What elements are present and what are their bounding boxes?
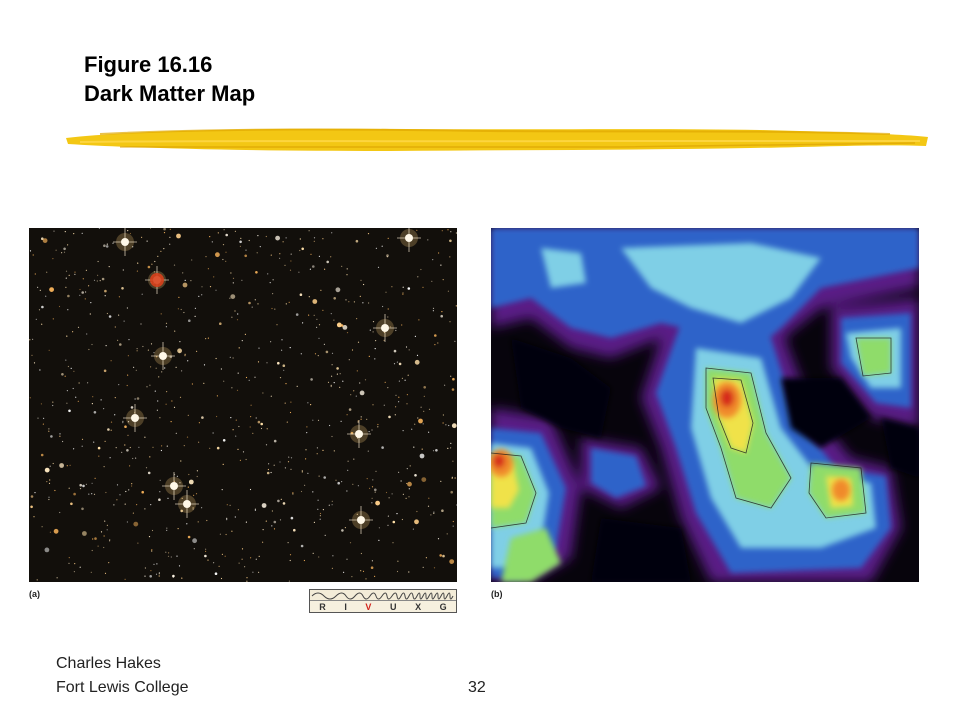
footer-institution: Fort Lewis College	[56, 679, 189, 696]
star-field-image	[29, 228, 457, 582]
title-underline-stroke	[66, 128, 928, 151]
panel-b-label: (b)	[491, 589, 503, 599]
panel-a-label: (a)	[29, 589, 40, 599]
spectrum-band-x: X	[415, 601, 422, 612]
title-line-figure: Figure 16.16	[84, 52, 213, 77]
footer-credit: Charles Hakes Fort Lewis College	[56, 652, 189, 700]
dark-matter-map-image	[491, 228, 919, 582]
spectrum-band-v: V	[365, 601, 372, 612]
wavelength-wave-icon	[311, 592, 454, 600]
spectrum-band-u: U	[390, 601, 397, 612]
spectrum-band-r: R	[319, 601, 326, 612]
slide-title: Figure 16.16 Dark Matter Map	[84, 50, 255, 108]
spectrum-band-g: G	[439, 601, 447, 612]
footer-author: Charles Hakes	[56, 655, 161, 672]
page-number: 32	[468, 679, 486, 696]
title-line-heading: Dark Matter Map	[84, 81, 256, 106]
spectrum-band-i: I	[344, 601, 347, 612]
